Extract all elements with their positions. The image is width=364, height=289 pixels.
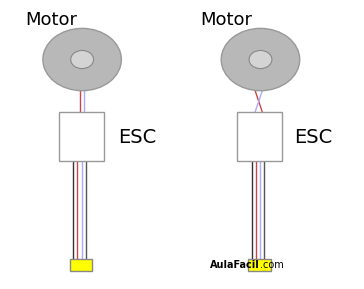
Circle shape <box>71 51 94 68</box>
Text: Motor: Motor <box>200 11 252 29</box>
Text: AulaFacil: AulaFacil <box>210 260 260 270</box>
Bar <box>59 112 103 162</box>
Circle shape <box>43 28 121 91</box>
Text: .com: .com <box>260 260 283 270</box>
Bar <box>237 112 282 162</box>
Circle shape <box>221 28 300 91</box>
Circle shape <box>249 51 272 68</box>
Text: ESC: ESC <box>118 128 156 147</box>
Bar <box>70 259 92 271</box>
Text: Motor: Motor <box>25 11 77 29</box>
Bar <box>248 259 271 271</box>
Text: ESC: ESC <box>294 128 333 147</box>
